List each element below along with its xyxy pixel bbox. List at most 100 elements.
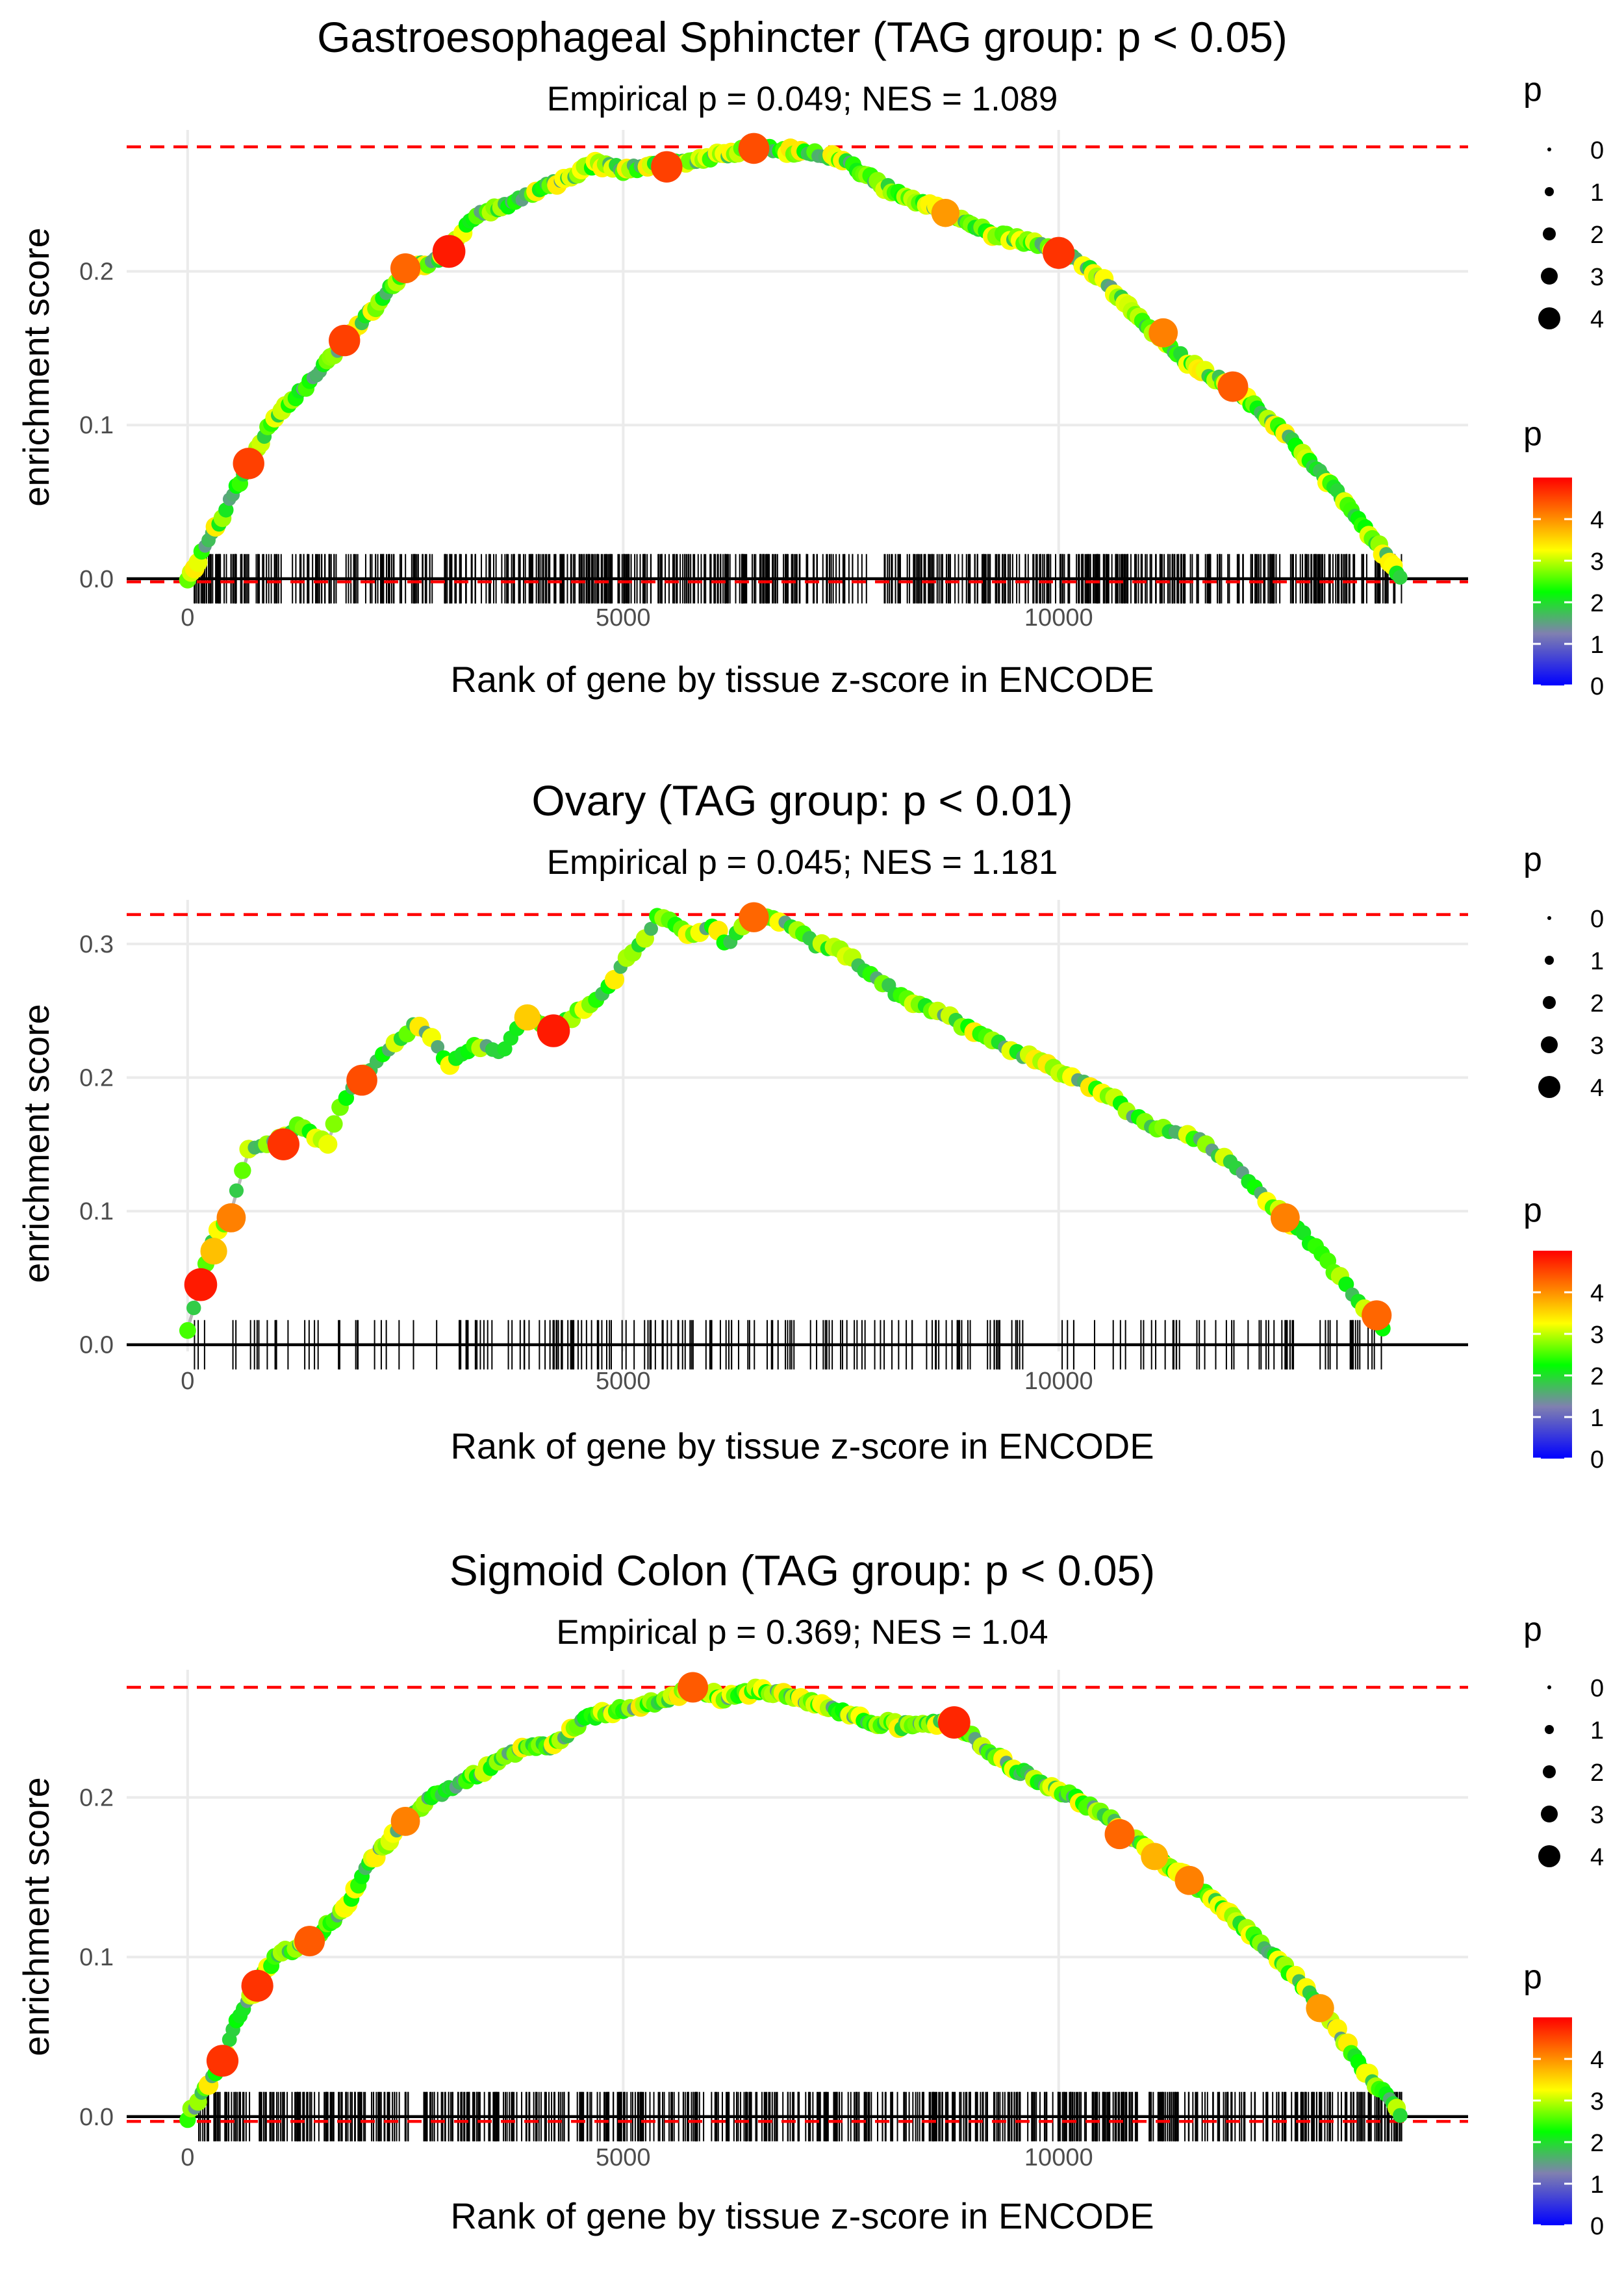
legend-size-label: 2: [1590, 222, 1604, 249]
y-tick-label: 0.0: [79, 2104, 114, 2131]
colorbar-label: 3: [1590, 2088, 1604, 2115]
legend-size-label: 2: [1590, 990, 1604, 1017]
legend-size-dot: [1543, 1765, 1556, 1778]
es-point-highlight: [390, 253, 421, 284]
y-tick-label: 0.3: [79, 931, 114, 958]
es-point-highlight: [738, 133, 770, 164]
es-point-highlight: [432, 235, 466, 268]
es-point: [186, 1300, 201, 1316]
legend-colorbar: 0 1 2 3 4: [1533, 478, 1604, 700]
chart-subtitle: Empirical p = 0.369; NES = 1.04: [556, 1613, 1048, 1652]
es-point-highlight: [1362, 1300, 1392, 1331]
y-axis-label: enrichment score: [16, 1004, 57, 1283]
chart-subtitle: Empirical p = 0.049; NES = 1.089: [547, 80, 1058, 118]
es-point-highlight: [184, 1268, 218, 1301]
es-point: [318, 1134, 338, 1154]
es-point-highlight: [537, 1014, 570, 1047]
es-point: [218, 502, 234, 518]
legend-size-dot: [1545, 956, 1554, 965]
legend-size-label: 0: [1590, 137, 1604, 164]
legend-size-label: 4: [1590, 1075, 1604, 1102]
es-point-highlight: [1306, 1994, 1334, 2023]
grid: [127, 1670, 1468, 2128]
legend-size: p 0 1 2 3 4: [1523, 1611, 1604, 1871]
es-point-highlight: [739, 902, 769, 932]
x-tick-label: 0: [181, 2144, 194, 2171]
chart-title: Gastroesophageal Sphincter (TAG group: p…: [317, 13, 1288, 61]
x-axis-label: Rank of gene by tissue z-score in ENCODE: [450, 2195, 1154, 2236]
colorbar: [1533, 478, 1572, 685]
legend-size-dot: [1541, 1036, 1558, 1053]
es-point-highlight: [651, 151, 683, 183]
legend-colorbar: 0 1 2 3 4: [1533, 2017, 1604, 2240]
legend-color-title: p: [1523, 1192, 1542, 1229]
colorbar-label: 1: [1590, 1405, 1604, 1432]
legend-size-label: 1: [1590, 1717, 1604, 1744]
legend-size-keys: 0 1 2 3 4: [1538, 1675, 1604, 1871]
es-point-highlight: [241, 1969, 273, 2002]
legend-color-title: p: [1523, 1958, 1542, 1996]
x-tick-label: 10000: [1024, 1368, 1093, 1395]
legend-size-keys: 0 1 2 3 4: [1538, 906, 1604, 1102]
es-point-highlight: [329, 324, 361, 357]
legend-size: p 0 1 2 3 4: [1523, 841, 1604, 1102]
y-tick-label: 0.0: [79, 566, 114, 593]
es-point: [1393, 570, 1408, 585]
es-points: [179, 902, 1392, 1339]
colorbar: [1533, 1251, 1572, 1459]
colorbar-label: 2: [1590, 590, 1604, 617]
es-point-highlight: [1104, 1819, 1135, 1850]
es-points: [179, 1672, 1408, 2128]
y-axis-label: enrichment score: [16, 1777, 57, 2056]
x-tick-label: 0: [181, 1368, 194, 1395]
colorbar-label: 4: [1590, 507, 1604, 534]
plot-area: 0 5000 10000 0.0 0.1 0.2 0.3: [79, 900, 1468, 1395]
legend-size-dot: [1541, 1806, 1558, 1822]
legend-size-label: 0: [1590, 906, 1604, 933]
es-point-highlight: [1174, 1865, 1204, 1895]
plot-area: 0 5000 10000 0.0 0.1 0.2: [79, 130, 1468, 632]
colorbar-label: 3: [1590, 1322, 1604, 1349]
es-point: [644, 921, 659, 936]
legend-size-label: 4: [1590, 306, 1604, 333]
colorbar-label: 2: [1590, 2130, 1604, 2157]
legend-size-label: 4: [1590, 1844, 1604, 1871]
es-point-highlight: [931, 199, 960, 227]
es-point-highlight: [514, 1004, 541, 1031]
legend-size-label: 3: [1590, 1802, 1604, 1829]
y-tick-label: 0.2: [79, 1785, 114, 1812]
y-tick-label: 0.1: [79, 1198, 114, 1225]
es-point-highlight: [216, 1203, 246, 1233]
y-tick-label: 0.2: [79, 259, 114, 286]
legend-color: p 0 1 2 3 4: [1523, 1192, 1604, 1474]
legend-size-label: 3: [1590, 1032, 1604, 1060]
x-tick-label: 5000: [596, 604, 651, 632]
x-tick-label: 5000: [596, 2144, 651, 2171]
colorbar-label: 3: [1590, 548, 1604, 576]
es-point: [604, 969, 625, 990]
rug-ticks: [194, 1320, 1382, 1370]
x-tick-label: 0: [181, 604, 194, 632]
legend-size-dot: [1545, 187, 1554, 196]
es-point-highlight: [1148, 318, 1178, 348]
es-point-highlight: [1271, 1203, 1300, 1233]
legend-size: p 0 1 2 3 4: [1523, 71, 1604, 333]
legend-size-dot: [1538, 1845, 1560, 1867]
es-point-highlight: [294, 1926, 325, 1957]
y-tick-label: 0.1: [79, 1944, 114, 1971]
es-curve: [186, 912, 1387, 1333]
legend-size-label: 3: [1590, 264, 1604, 291]
es-point-highlight: [267, 1128, 299, 1160]
es-point: [431, 1040, 445, 1054]
legend-size-title: p: [1523, 841, 1542, 878]
legend-size-label: 0: [1590, 1675, 1604, 1702]
legend-size-dot: [1538, 1076, 1560, 1098]
chart-subtitle: Empirical p = 0.045; NES = 1.181: [547, 843, 1058, 882]
x-axis-label: Rank of gene by tissue z-score in ENCODE: [450, 659, 1154, 700]
x-axis-label: Rank of gene by tissue z-score in ENCODE: [450, 1425, 1154, 1466]
legend-size-label: 1: [1590, 948, 1604, 975]
es-point: [325, 1115, 343, 1133]
rug-ticks: [194, 554, 1402, 604]
chart-title: Ovary (TAG group: p < 0.01): [531, 776, 1072, 824]
